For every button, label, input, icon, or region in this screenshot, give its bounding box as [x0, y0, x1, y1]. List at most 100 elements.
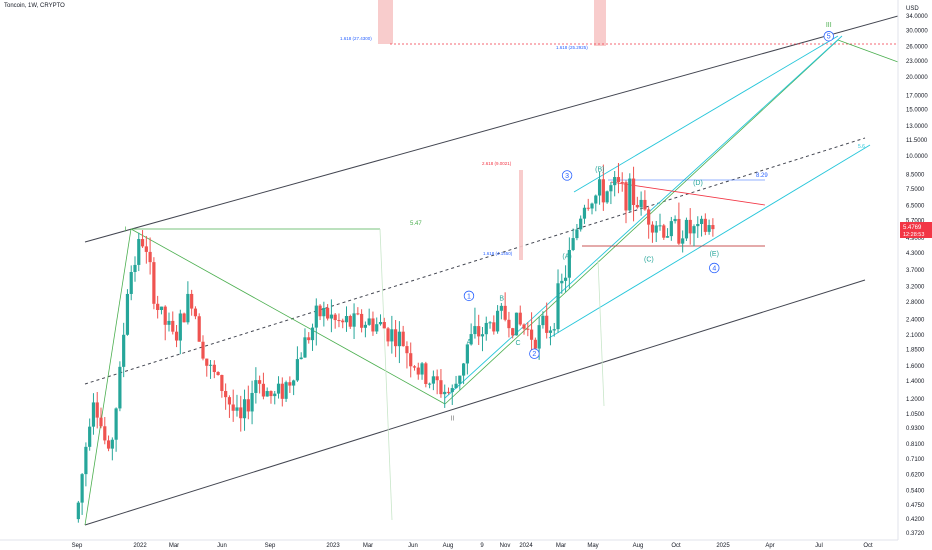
candle-body	[386, 328, 390, 342]
candle-body	[662, 225, 666, 238]
time-tick-label: Sep	[265, 543, 276, 549]
candle-body	[650, 224, 655, 233]
candle-body	[620, 182, 624, 184]
candle-body	[658, 225, 662, 227]
price-tick-label: 20.0000	[906, 75, 928, 81]
candle-body	[397, 331, 401, 347]
time-tick-label: Oct	[671, 543, 681, 549]
candle-body	[110, 439, 114, 449]
time-tick-label: Mar	[556, 543, 566, 549]
candle-body	[518, 312, 522, 325]
candle-body	[88, 426, 92, 447]
candle-body	[375, 324, 379, 332]
candle-body	[133, 264, 137, 272]
candle-body	[254, 380, 258, 393]
fib-target-box	[594, 0, 606, 46]
candle-body	[560, 280, 564, 284]
time-tick-label: Apr	[765, 543, 774, 549]
candle-body	[628, 178, 632, 211]
candle-body	[174, 331, 179, 341]
wave-line	[837, 39, 899, 63]
price-axis[interactable]: 34.0000 30.0000 26.0000 23.0000 20.0000 17.00…	[897, 0, 928, 540]
wave-label: C	[515, 340, 520, 347]
candle-body	[450, 388, 454, 393]
candle-body	[156, 303, 160, 310]
candle-body	[348, 316, 352, 327]
candle-body	[224, 390, 228, 398]
time-tick-label: 2022	[133, 543, 147, 549]
wave-label: (B)	[595, 166, 604, 173]
candle-body	[363, 324, 367, 328]
price-tick-label: 13.0000	[906, 124, 928, 130]
candle-body	[522, 324, 526, 329]
candle-body	[201, 341, 205, 359]
projection-line	[379, 228, 393, 521]
candle-body	[511, 328, 515, 336]
candle-body	[412, 366, 417, 368]
candle-body	[647, 209, 651, 225]
time-axis[interactable]: Sep 2022 Mar Jun Sep 2023 Mar Jun Aug 9 Nov 2024 Mar…	[0, 539, 898, 549]
time-tick-label: Mar	[169, 543, 179, 549]
candle-body	[597, 179, 602, 196]
wave-label: (D)	[693, 180, 703, 187]
price-tick-label: 17.0000	[906, 93, 928, 99]
candle-body	[594, 195, 598, 204]
candle-body	[401, 331, 405, 347]
candle-body	[533, 339, 537, 349]
time-tick-label: Oct	[863, 543, 873, 549]
candle-body	[186, 293, 190, 323]
wave-label: 3	[565, 173, 569, 180]
candle-body	[80, 474, 84, 503]
candle-body	[394, 329, 398, 347]
candle-body	[537, 325, 541, 349]
fib-target-box	[519, 170, 523, 260]
price-tick-label: 1.0500	[906, 412, 925, 418]
price-tick-label: 0.7100	[906, 457, 925, 463]
candle-body	[216, 372, 220, 375]
candle-body	[190, 293, 194, 309]
candle-body	[443, 391, 447, 395]
price-tick-label: 4.3000	[906, 251, 925, 257]
candle-body	[548, 330, 553, 333]
time-tick-label: 2024	[519, 543, 533, 549]
price-tick-label: 0.4750	[906, 503, 925, 509]
candle-body	[541, 315, 545, 326]
price-tick-label: 34.0000	[906, 14, 928, 20]
candle-body	[235, 407, 239, 411]
candle-body	[280, 383, 284, 399]
candle-body	[212, 364, 216, 373]
wave-label: (C)	[644, 257, 654, 264]
candle-body	[159, 306, 164, 310]
time-tick-label: Jun	[217, 543, 227, 549]
candle-body	[586, 207, 590, 209]
wave-label: 4	[712, 265, 716, 272]
wave-circle	[529, 348, 540, 359]
candle-body	[367, 318, 371, 325]
candle-body	[333, 314, 337, 321]
candle-body	[409, 353, 413, 367]
candle-body	[495, 310, 500, 332]
candle-body	[696, 224, 700, 227]
price-tick-label: 26.0000	[906, 45, 928, 51]
candle-body	[197, 316, 201, 342]
candle-body	[499, 305, 503, 311]
fib-label: 1.618 (4.1450)	[483, 251, 513, 256]
candle-body	[567, 249, 571, 278]
price-tick-label: 11.5000	[906, 138, 928, 144]
candle-body	[322, 307, 326, 317]
symbol-header: Toncoin, 1W, CRYPTO	[4, 3, 65, 9]
price-tick-label: 0.3720	[906, 531, 925, 537]
candle-body	[220, 374, 224, 391]
time-tick-label: Aug	[443, 543, 454, 549]
time-tick-label: 2023	[326, 543, 340, 549]
candle-body	[303, 337, 307, 358]
candle-body	[428, 383, 432, 385]
candle-body	[239, 407, 243, 419]
triangle-upper-line	[610, 181, 766, 206]
wave-label: III	[826, 22, 832, 29]
candle-body	[582, 207, 587, 219]
candle-body	[684, 219, 689, 239]
candle-body	[125, 293, 130, 335]
